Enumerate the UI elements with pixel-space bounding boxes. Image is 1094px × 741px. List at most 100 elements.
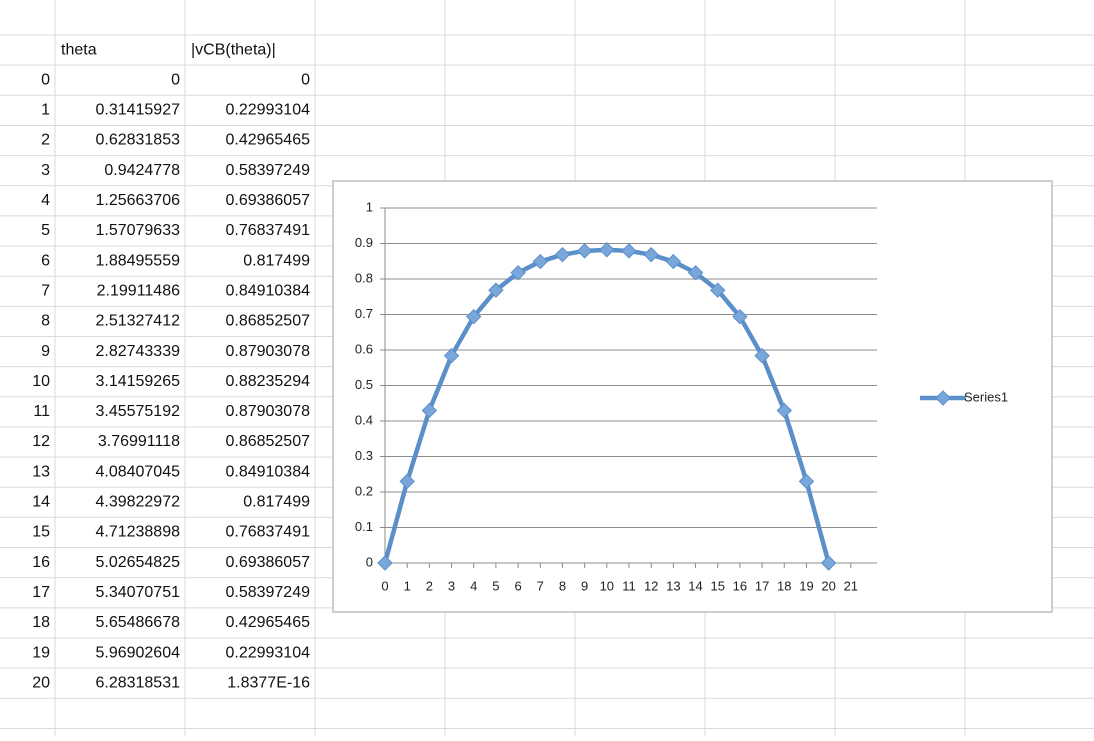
cell: 6 [41, 252, 50, 269]
y-tick-label: 0.4 [355, 412, 373, 427]
data-point [732, 308, 748, 325]
cell: 0.22993104 [225, 644, 310, 661]
cell: 1.8377E-16 [227, 674, 310, 691]
cell: 1.88495559 [95, 252, 180, 269]
x-tick-label: 17 [755, 578, 769, 593]
x-tick-label: 13 [666, 578, 680, 593]
cell: 4.39822972 [95, 494, 180, 511]
cell: 0 [301, 71, 310, 88]
y-tick-label: 0.3 [355, 448, 373, 463]
x-tick-label: 20 [821, 578, 835, 593]
y-tick-label: 0.2 [355, 483, 373, 498]
x-tick-label: 7 [537, 578, 544, 593]
x-tick-label: 9 [581, 578, 588, 593]
y-tick-label: 0.1 [355, 519, 373, 534]
cell: 0 [171, 71, 180, 88]
data-point [621, 243, 637, 259]
cell: 0.9424778 [104, 162, 180, 179]
data-point [421, 402, 438, 419]
cell: 2 [41, 132, 50, 149]
data-point [510, 265, 526, 281]
data-point [576, 243, 593, 259]
cell: 0.76837491 [225, 524, 310, 541]
data-point [488, 282, 504, 298]
data-point [554, 246, 571, 263]
cell: 10 [32, 373, 50, 390]
cell: 0.58397249 [225, 162, 310, 179]
cell: 3.76991118 [98, 433, 180, 450]
data-point [798, 473, 815, 490]
cell: 0.817499 [243, 252, 310, 269]
column-header: theta [61, 41, 97, 58]
y-tick-label: 0.5 [355, 377, 373, 392]
x-tick-label: 1 [404, 578, 411, 593]
x-tick-label: 3 [448, 578, 455, 593]
cell: 0.42965465 [225, 614, 310, 631]
cell: 3 [41, 162, 50, 179]
data-point [643, 246, 659, 263]
data-point [532, 253, 548, 270]
cell: 0.58397249 [225, 584, 310, 601]
cell: 0.86852507 [225, 433, 310, 450]
cell: 1.57079633 [95, 222, 180, 239]
data-point [599, 242, 615, 258]
data-point [754, 347, 770, 364]
cell: 3.45575192 [95, 403, 180, 420]
cell: 0.62831853 [95, 132, 180, 149]
data-point [665, 253, 682, 270]
cell: 7 [41, 282, 50, 299]
x-tick-label: 10 [600, 578, 614, 593]
cell: 5.65486678 [95, 614, 180, 631]
cell: 2.51327412 [95, 313, 180, 330]
cell: 5.02654825 [95, 554, 180, 571]
cell: 4.71238898 [95, 524, 180, 541]
x-tick-label: 8 [559, 578, 566, 593]
cell: 11 [33, 403, 50, 420]
cell: 0.31415927 [95, 102, 180, 119]
cell: 0.84910384 [225, 463, 310, 480]
x-tick-label: 15 [710, 578, 724, 593]
y-tick-label: 0.9 [355, 235, 373, 250]
y-tick-label: 0.8 [355, 270, 373, 285]
cell: 9 [41, 343, 50, 360]
y-tick-label: 0.6 [355, 341, 373, 356]
cell: 14 [32, 494, 50, 511]
cell: 0.88235294 [225, 373, 310, 390]
cell: 5.96902604 [95, 644, 180, 661]
cell: 0.817499 [243, 494, 310, 511]
cell: 6.28318531 [95, 674, 180, 691]
cell: 2.82743339 [95, 343, 180, 360]
cell: 15 [32, 524, 50, 541]
x-tick-label: 2 [426, 578, 433, 593]
x-tick-label: 0 [381, 578, 388, 593]
cell: 0 [41, 71, 50, 88]
y-tick-label: 0.7 [355, 306, 373, 321]
data-point [377, 555, 393, 571]
data-point [443, 347, 460, 364]
x-tick-label: 19 [799, 578, 813, 593]
x-tick-label: 16 [733, 578, 747, 593]
cell: 16 [32, 554, 50, 571]
cell: 1 [41, 102, 50, 119]
x-tick-label: 4 [470, 578, 477, 593]
data-point [820, 555, 837, 571]
cell: 0.87903078 [225, 403, 310, 420]
y-tick-label: 1 [366, 199, 373, 214]
cell: 1.25663706 [95, 192, 180, 209]
cell: 12 [32, 433, 50, 450]
data-point [687, 265, 704, 281]
x-tick-label: 14 [688, 578, 702, 593]
cell: 4 [41, 192, 50, 209]
legend-label: Series1 [964, 389, 1008, 404]
cell: 8 [41, 313, 50, 330]
data-point [776, 402, 792, 419]
data-point [466, 308, 482, 325]
x-tick-label: 12 [644, 578, 658, 593]
cell: 2.19911486 [97, 282, 180, 299]
cell: 5.34070751 [95, 584, 180, 601]
cell: 0.69386057 [225, 192, 310, 209]
cell: 0.42965465 [225, 132, 310, 149]
cell: 0.76837491 [225, 222, 310, 239]
x-tick-label: 18 [777, 578, 791, 593]
